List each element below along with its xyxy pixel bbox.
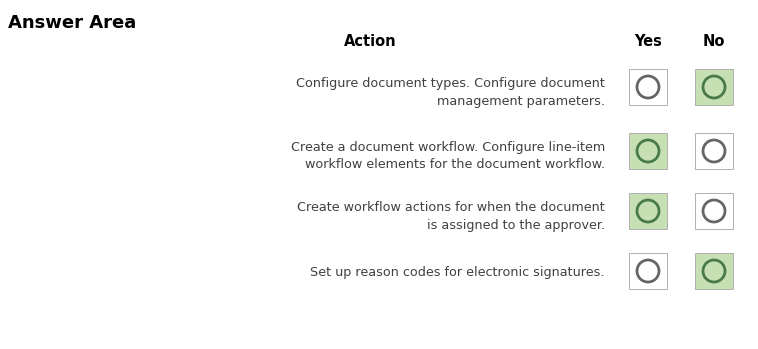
Bar [695, 253, 733, 289]
Text: Configure document types. Configure document
management parameters.: Configure document types. Configure docu… [296, 77, 605, 107]
Text: Answer Area: Answer Area [8, 14, 136, 32]
Bar [629, 69, 667, 105]
Text: No: No [703, 34, 725, 49]
Bar [629, 253, 667, 289]
Text: Create a document workflow. Configure line-item
workflow elements for the docume: Create a document workflow. Configure li… [291, 141, 605, 171]
Bar [629, 133, 667, 169]
Bar [629, 193, 667, 229]
Text: Create workflow actions for when the document
is assigned to the approver.: Create workflow actions for when the doc… [297, 201, 605, 231]
Text: Action: Action [343, 34, 396, 49]
Text: Yes: Yes [634, 34, 662, 49]
Bar [695, 69, 733, 105]
Text: Set up reason codes for electronic signatures.: Set up reason codes for electronic signa… [311, 266, 605, 279]
Bar [695, 133, 733, 169]
Bar [695, 193, 733, 229]
